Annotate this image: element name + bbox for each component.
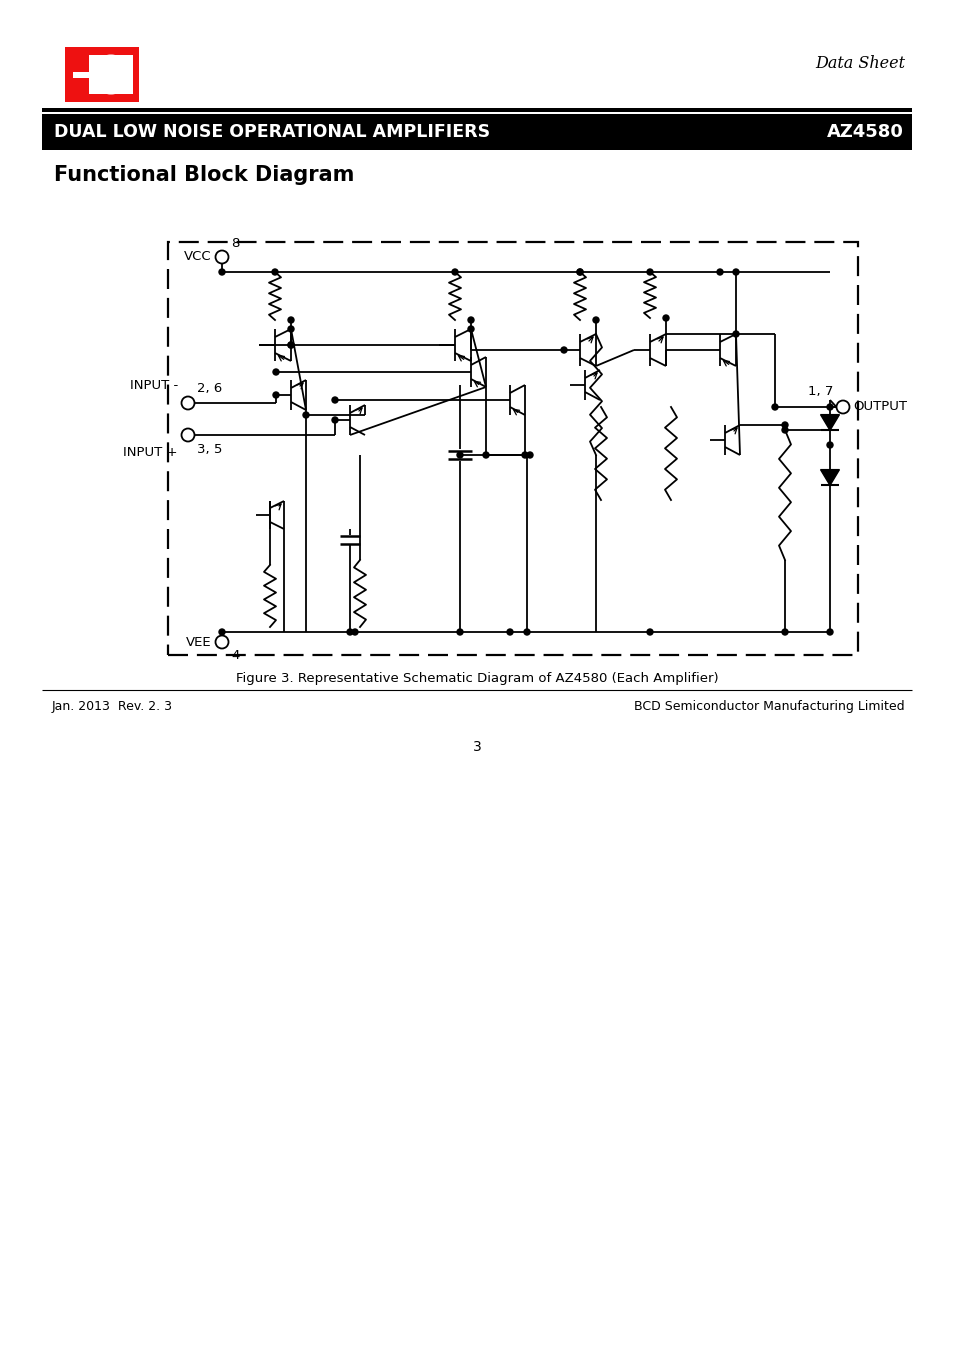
Text: BCD Semiconductor Manufacturing Limited: BCD Semiconductor Manufacturing Limited (634, 701, 904, 713)
Circle shape (181, 397, 194, 409)
Circle shape (593, 317, 598, 323)
Circle shape (521, 452, 527, 458)
Bar (42, 108, 911, 112)
Circle shape (826, 404, 832, 410)
Circle shape (826, 629, 832, 634)
Circle shape (288, 325, 294, 332)
Circle shape (98, 62, 124, 88)
Circle shape (836, 401, 848, 413)
Circle shape (219, 269, 225, 275)
Text: 2, 6: 2, 6 (196, 382, 222, 396)
Circle shape (452, 269, 457, 275)
Circle shape (781, 427, 787, 433)
Circle shape (332, 397, 337, 404)
Bar (42, 113, 911, 150)
Text: OUTPUT: OUTPUT (852, 401, 906, 413)
Circle shape (560, 347, 566, 352)
Text: Functional Block Diagram: Functional Block Diagram (54, 165, 354, 185)
Bar (73, 72, 92, 78)
Circle shape (215, 251, 229, 263)
Circle shape (352, 629, 357, 634)
Circle shape (506, 629, 513, 634)
Bar (111, 55, 132, 94)
Text: 3: 3 (472, 740, 481, 755)
Circle shape (468, 325, 474, 332)
Circle shape (482, 452, 489, 458)
Text: 4: 4 (231, 649, 239, 662)
Circle shape (771, 404, 778, 410)
Circle shape (717, 269, 722, 275)
Text: DUAL LOW NOISE OPERATIONAL AMPLIFIERS: DUAL LOW NOISE OPERATIONAL AMPLIFIERS (54, 123, 490, 140)
Circle shape (577, 269, 582, 275)
Text: 3, 5: 3, 5 (196, 443, 222, 456)
Bar (65, 47, 92, 103)
Text: Data Sheet: Data Sheet (814, 55, 904, 72)
Polygon shape (820, 470, 839, 486)
Text: 1, 7: 1, 7 (807, 385, 832, 398)
Circle shape (288, 342, 294, 348)
Circle shape (456, 452, 462, 458)
Circle shape (91, 54, 131, 94)
Circle shape (332, 417, 337, 423)
Circle shape (646, 629, 652, 634)
Circle shape (347, 629, 353, 634)
Circle shape (662, 315, 668, 321)
Circle shape (219, 629, 225, 634)
Circle shape (273, 392, 278, 398)
Text: Jan. 2013  Rev. 2. 3: Jan. 2013 Rev. 2. 3 (52, 701, 172, 713)
Circle shape (523, 629, 530, 634)
Text: AZ4580: AZ4580 (826, 123, 903, 140)
Text: 8: 8 (231, 238, 239, 250)
Text: VEE: VEE (186, 636, 212, 648)
Circle shape (288, 317, 294, 323)
Circle shape (781, 629, 787, 634)
Circle shape (781, 423, 787, 428)
Circle shape (732, 331, 739, 338)
Text: VCC: VCC (184, 251, 212, 263)
Circle shape (456, 629, 462, 634)
Text: Figure 3. Representative Schematic Diagram of AZ4580 (Each Amplifier): Figure 3. Representative Schematic Diagr… (235, 672, 718, 684)
Circle shape (272, 269, 277, 275)
Circle shape (732, 269, 739, 275)
Bar (92, 47, 111, 103)
Circle shape (577, 269, 582, 275)
Text: INPUT +: INPUT + (123, 446, 178, 459)
Polygon shape (820, 414, 839, 431)
Circle shape (468, 317, 474, 323)
Text: INPUT -: INPUT - (130, 379, 178, 391)
Circle shape (288, 342, 294, 348)
Circle shape (181, 428, 194, 441)
Bar (111, 47, 139, 103)
Circle shape (303, 412, 309, 418)
Circle shape (526, 452, 533, 458)
Circle shape (826, 441, 832, 448)
Circle shape (646, 269, 652, 275)
Circle shape (215, 636, 229, 648)
Circle shape (91, 54, 131, 94)
Circle shape (273, 369, 278, 375)
Bar (89, 55, 111, 94)
